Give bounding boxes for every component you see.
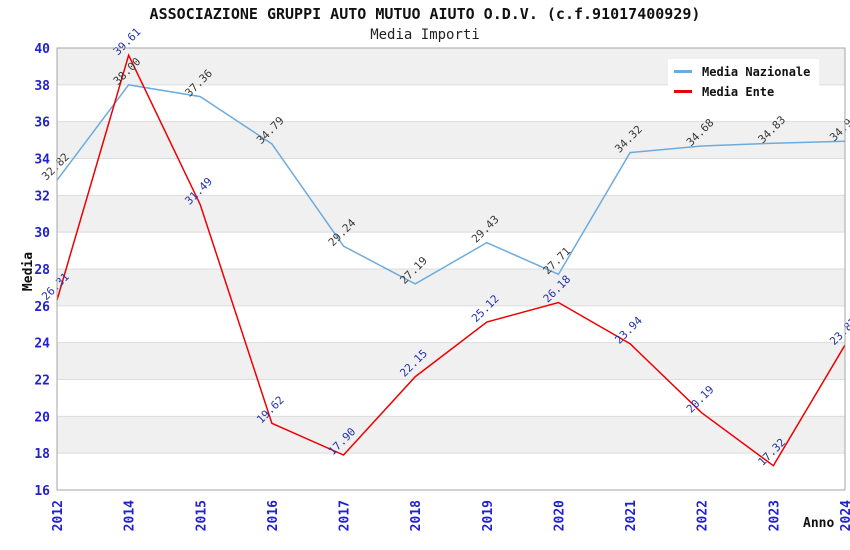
x-tick-label: 2015 [194, 500, 209, 531]
plot-band [57, 121, 845, 159]
series-line-0 [56, 84, 846, 285]
legend: Media Nazionale Media Ente [668, 59, 820, 105]
y-tick-label: 24 [34, 337, 50, 352]
y-tick-label: 16 [34, 484, 50, 499]
x-tick-label: 2022 [696, 500, 711, 531]
plot-border [56, 47, 846, 491]
legend-swatch-media-nazionale-icon [674, 70, 692, 73]
chart-title: ASSOCIAZIONE GRUPPI AUTO MUTUO AIUTO O.D… [149, 5, 701, 23]
y-tick-label: 18 [34, 447, 50, 462]
y-tick-label: 20 [34, 410, 50, 425]
plot-band [57, 269, 845, 306]
value-label: 23.87 [827, 315, 850, 348]
y-tick-label: 38 [34, 79, 50, 94]
legend-swatch-media-ente-icon [674, 90, 692, 93]
x-tick-label: 2020 [552, 500, 567, 531]
y-tick-label: 28 [34, 263, 50, 278]
plot-band [57, 342, 845, 380]
x-tick-label: 2019 [481, 500, 496, 531]
chart-subtitle: Media Importi [370, 27, 480, 43]
y-tick-label: 22 [34, 374, 50, 389]
legend-label-media-ente: Media Ente [702, 84, 775, 99]
x-tick-label: 2021 [624, 500, 639, 531]
x-tick-label: 2024 [839, 500, 850, 531]
plot-band [57, 416, 845, 454]
x-tick-label: 2012 [51, 500, 66, 531]
x-tick-label: 2016 [266, 500, 281, 531]
series-line-1 [56, 53, 846, 467]
x-axis-title: Anno [803, 516, 835, 531]
y-tick-label: 30 [34, 226, 50, 241]
x-tick-label: 2017 [338, 500, 353, 531]
legend-label-media-nazionale: Media Nazionale [702, 64, 811, 79]
legend-item-media-ente: Media Ente [674, 84, 810, 99]
y-tick-label: 36 [34, 116, 50, 131]
x-tick-label: 2018 [409, 500, 424, 531]
x-tick-label: 2023 [767, 500, 782, 531]
y-tick-label: 26 [34, 300, 50, 315]
y-tick-label: 32 [34, 189, 50, 204]
x-tick-label: 2014 [123, 500, 138, 531]
y-tick-label: 40 [34, 42, 50, 57]
legend-item-media-nazionale: Media Nazionale [674, 64, 810, 79]
y-axis-title: Media [21, 251, 37, 292]
plot-band [57, 195, 845, 233]
y-tick-label: 34 [34, 153, 50, 168]
value-label: 23.94 [612, 314, 645, 347]
